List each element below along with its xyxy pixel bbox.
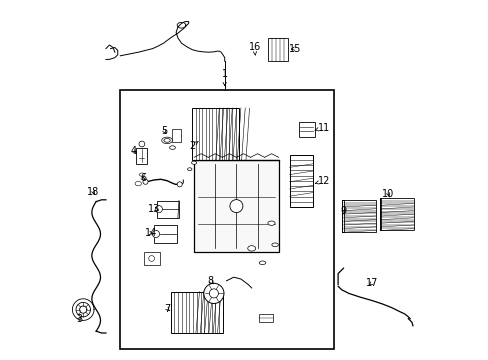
Ellipse shape: [191, 161, 196, 164]
Ellipse shape: [187, 168, 192, 171]
Bar: [258, 314, 272, 322]
Bar: [170, 292, 223, 333]
Bar: [267, 38, 287, 61]
Text: 2: 2: [189, 141, 198, 151]
Circle shape: [209, 289, 218, 298]
Bar: [381, 198, 413, 230]
Circle shape: [177, 182, 182, 187]
Text: 12: 12: [315, 176, 330, 186]
Circle shape: [148, 256, 154, 261]
Text: 5: 5: [161, 126, 167, 136]
Ellipse shape: [163, 139, 170, 142]
Text: 7: 7: [163, 303, 170, 314]
Bar: [298, 122, 314, 137]
Circle shape: [155, 206, 162, 213]
Text: 8: 8: [207, 276, 213, 286]
Bar: [143, 252, 160, 265]
Bar: [157, 201, 179, 218]
Text: 9: 9: [340, 206, 346, 216]
Text: 10: 10: [382, 189, 394, 199]
Circle shape: [142, 179, 148, 184]
Ellipse shape: [135, 181, 141, 186]
Text: 17: 17: [366, 278, 378, 288]
Ellipse shape: [169, 146, 175, 149]
Bar: [194, 160, 278, 252]
Circle shape: [139, 141, 144, 147]
Text: 3: 3: [76, 314, 82, 324]
Bar: [192, 108, 239, 160]
Ellipse shape: [259, 261, 265, 265]
Circle shape: [229, 199, 243, 212]
Ellipse shape: [139, 173, 144, 176]
Text: 1: 1: [221, 69, 227, 86]
Text: 18: 18: [87, 186, 99, 197]
Text: 14: 14: [144, 228, 157, 238]
Bar: [153, 225, 177, 243]
Text: 4: 4: [130, 146, 137, 156]
Ellipse shape: [267, 221, 275, 225]
Bar: [289, 155, 312, 207]
Text: 16: 16: [248, 42, 260, 55]
Text: 6: 6: [140, 173, 146, 183]
Text: 15: 15: [288, 44, 301, 54]
Ellipse shape: [162, 137, 172, 144]
Text: 13: 13: [148, 204, 160, 214]
Circle shape: [203, 283, 224, 303]
Ellipse shape: [247, 246, 255, 251]
Bar: [343, 200, 375, 232]
Ellipse shape: [271, 243, 278, 247]
Bar: [120, 90, 334, 349]
Text: 11: 11: [314, 123, 330, 133]
Circle shape: [152, 230, 159, 238]
Bar: [136, 148, 147, 164]
Bar: [172, 129, 181, 142]
